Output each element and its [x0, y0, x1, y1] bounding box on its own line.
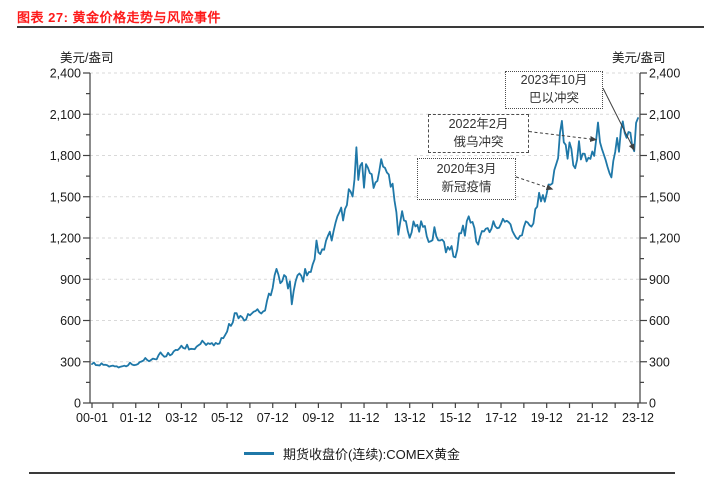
legend: 期货收盘价(连续):COMEX黄金	[0, 444, 704, 462]
x-tick-label: 01-12	[120, 411, 152, 425]
y-axis-unit-right: 美元/盎司	[612, 51, 666, 65]
x-tick-label: 05-12	[211, 411, 243, 425]
annotation-line1: 2020年3月	[436, 162, 497, 177]
legend-line-swatch	[244, 451, 275, 455]
annotation-arrow	[528, 131, 598, 142]
y-tick-label-left: 2,400	[50, 67, 81, 81]
x-tick-label: 03-12	[165, 411, 197, 425]
x-tick-label: 15-12	[439, 411, 471, 425]
y-tick-label-right: 1,200	[649, 232, 680, 246]
footer-rule	[29, 472, 675, 474]
y-axis-unit-left: 美元/盎司	[60, 51, 114, 65]
x-tick-label: 11-12	[349, 411, 380, 425]
x-tick-label: 13-12	[394, 411, 426, 425]
annotation-line2: 俄乌冲突	[453, 134, 504, 149]
y-tick-label-right: 900	[649, 273, 670, 287]
y-tick-label-left: 300	[60, 355, 81, 369]
x-tick-label: 07-12	[257, 411, 289, 425]
x-tick-label: 09-12	[302, 411, 334, 425]
y-tick-label-left: 0	[74, 397, 81, 411]
x-tick-label: 21-12	[576, 411, 608, 425]
y-tick-label-right: 2,100	[649, 108, 680, 122]
x-tick-label: 19-12	[531, 411, 563, 425]
x-tick-label: 17-12	[485, 411, 517, 425]
x-tick-label: 23-12	[622, 411, 654, 425]
y-tick-label-left: 900	[60, 273, 81, 287]
y-tick-label-left: 1,200	[50, 232, 81, 246]
y-tick-label-right: 0	[649, 397, 656, 411]
annotation-line2: 新冠疫情	[441, 180, 492, 194]
annotation-covid: 2020年3月 新冠疫情	[417, 158, 516, 200]
y-tick-label-right: 600	[649, 314, 670, 328]
figure-title: 图表 27: 黄金价格走势与风险事件	[17, 10, 222, 25]
y-tick-label-right: 300	[649, 355, 670, 369]
y-tick-label-left: 600	[60, 314, 81, 328]
y-tick-label-left: 1,500	[50, 190, 81, 204]
y-tick-label-right: 2,400	[649, 67, 680, 81]
annotation-line2: 巴以冲突	[528, 91, 579, 105]
annotation-israel-palestine: 2023年10月 巴以冲突	[505, 71, 603, 109]
legend-label: 期货收盘价(连续):COMEX黄金	[283, 446, 460, 462]
annotation-arrow	[602, 87, 635, 151]
annotation-russia-ukraine: 2022年2月 俄乌冲突	[428, 114, 529, 153]
annotation-arrow	[515, 176, 554, 191]
y-tick-label-right: 1,500	[649, 190, 680, 204]
header-rule	[17, 26, 704, 28]
x-tick-label: 00-01	[76, 411, 108, 425]
y-tick-label-left: 1,800	[50, 149, 81, 163]
annotation-line1: 2023年10月	[520, 73, 588, 88]
price-line	[91, 117, 639, 369]
y-tick-label-right: 1,800	[649, 149, 680, 163]
y-tick-label-left: 2,100	[50, 108, 81, 122]
annotation-line1: 2022年2月	[448, 116, 509, 131]
